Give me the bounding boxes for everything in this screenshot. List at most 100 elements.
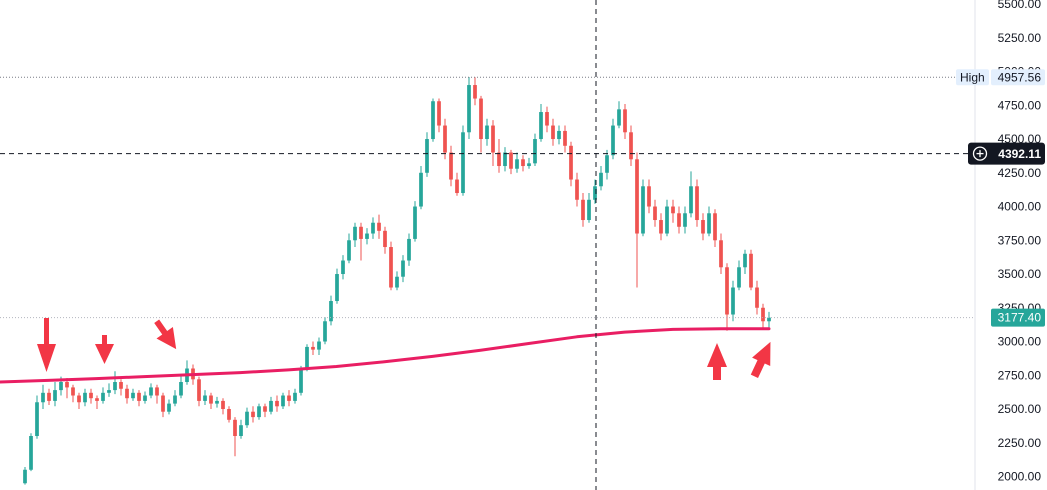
candle-body <box>113 382 117 391</box>
candle <box>179 373 183 399</box>
candle <box>263 403 267 418</box>
candle <box>329 295 333 326</box>
candle-body <box>71 387 75 396</box>
candle-body <box>617 109 621 126</box>
candle-body <box>479 98 483 140</box>
crosshair-price-label: 4392.11 <box>998 147 1041 161</box>
candle-body <box>155 387 159 396</box>
candle <box>269 396 273 415</box>
candle <box>125 384 129 404</box>
high-label: High <box>960 70 985 84</box>
candle-body <box>563 130 567 146</box>
candle <box>761 303 765 329</box>
candle-body <box>59 382 63 391</box>
candle-body <box>545 112 549 126</box>
candle-body <box>293 392 297 401</box>
candle-body <box>551 125 555 140</box>
candle-body <box>83 392 87 403</box>
candle-body <box>695 186 699 221</box>
candle <box>167 399 171 415</box>
candle-body <box>605 155 609 173</box>
crosshair-price-box <box>968 142 1045 165</box>
candle-body <box>635 159 639 234</box>
last-price-label: 3177.40 <box>998 311 1042 325</box>
candle <box>695 179 699 227</box>
candle <box>131 388 135 401</box>
candle <box>617 101 621 129</box>
candle-body <box>227 409 231 420</box>
candle-body <box>131 392 135 399</box>
candle-body <box>359 226 363 239</box>
price-tick-label: 4500.00 <box>998 132 1042 146</box>
plot-area[interactable] <box>0 0 975 490</box>
candle <box>299 365 303 396</box>
candlestick-series <box>23 76 771 485</box>
candle <box>353 222 357 248</box>
candle-body <box>671 206 675 214</box>
candle-body <box>209 395 213 404</box>
candle <box>257 403 261 420</box>
price-tick-label: 2250.00 <box>998 436 1042 450</box>
candle <box>527 157 531 169</box>
price-axis[interactable]: 5500.005250.005000.004750.004500.004250.… <box>956 0 1045 490</box>
candle-body <box>503 152 507 167</box>
crosshair-price-tag[interactable]: 4392.11 <box>968 142 1045 165</box>
candle-body <box>521 159 525 167</box>
candle <box>611 118 615 160</box>
candle-body <box>491 125 495 153</box>
candle <box>197 376 201 407</box>
candle-body <box>35 402 39 437</box>
candle <box>557 125 561 145</box>
candle-body <box>437 101 441 126</box>
candle-body <box>23 469 27 484</box>
last-price-tag: 3177.40 <box>991 308 1045 327</box>
candle <box>101 387 105 404</box>
candle <box>173 390 177 407</box>
candle <box>395 271 399 291</box>
candle <box>479 95 483 153</box>
candle <box>671 199 675 223</box>
candle <box>413 201 417 242</box>
candle <box>347 233 351 264</box>
candle-body <box>683 213 687 227</box>
candle <box>335 268 339 304</box>
candle <box>47 388 51 405</box>
candle <box>107 383 111 397</box>
candle <box>569 141 573 187</box>
candle-body <box>119 382 123 389</box>
candle-body <box>197 379 201 401</box>
candle <box>71 384 75 403</box>
candle <box>431 98 435 142</box>
candle-body <box>599 172 603 187</box>
add-alert-icon[interactable] <box>972 146 988 161</box>
candle <box>575 172 579 207</box>
candle-body <box>215 400 219 404</box>
candle <box>725 263 729 331</box>
candle <box>599 166 603 191</box>
candle-body <box>719 240 723 268</box>
candle-body <box>383 230 387 248</box>
candle-body <box>311 346 315 350</box>
candle <box>641 179 645 237</box>
candle <box>533 133 537 167</box>
candle-body <box>653 206 657 221</box>
candle <box>161 392 165 418</box>
candle <box>737 260 741 291</box>
candle <box>593 179 597 204</box>
candle <box>635 152 639 288</box>
candle <box>215 396 219 408</box>
candle-body <box>389 247 393 288</box>
candle-body <box>233 419 237 437</box>
arrow-up-annotation <box>750 341 771 379</box>
candle-body <box>455 179 459 194</box>
price-tick-label: 2500.00 <box>998 402 1042 416</box>
candle-body <box>731 287 735 315</box>
candle <box>623 103 627 140</box>
candle <box>203 390 207 405</box>
candle-body <box>251 411 255 418</box>
high-tag: High 4957.56 <box>956 69 1045 86</box>
candle <box>419 166 423 210</box>
candle-body <box>581 199 585 221</box>
candle <box>119 379 123 396</box>
